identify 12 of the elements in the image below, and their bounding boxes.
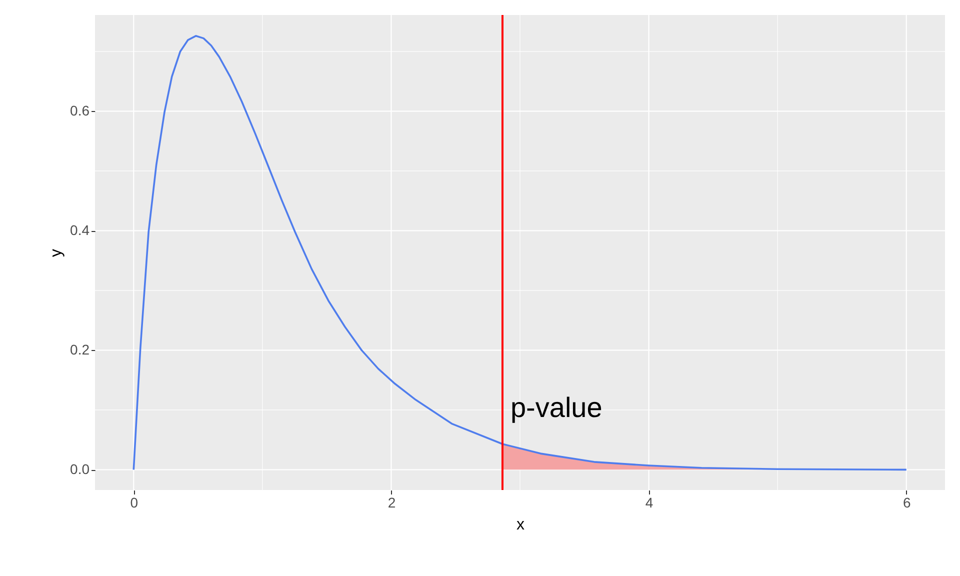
y-axis-title: y	[48, 249, 66, 257]
x-tick-label: 2	[388, 494, 396, 510]
x-tick-label: 0	[130, 494, 138, 510]
x-axis-title: x	[516, 516, 524, 534]
x-tick-label: 6	[902, 494, 911, 510]
y-tick-label: 0.6	[70, 102, 90, 119]
x-tick-label: 4	[645, 494, 654, 510]
y-tick-label: 0.0	[70, 461, 90, 478]
line-series	[132, 35, 908, 471]
y-tick-label: 0.4	[70, 222, 90, 238]
y-tick-label: 0.2	[70, 342, 90, 358]
annotation: p-value	[510, 392, 602, 423]
